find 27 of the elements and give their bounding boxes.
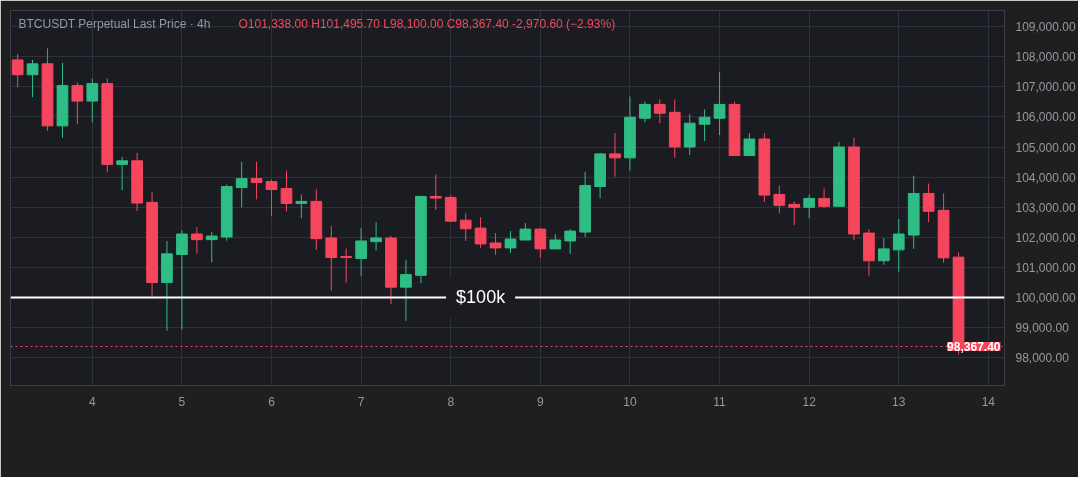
x-tick-label: 7 — [357, 394, 365, 409]
y-tick-label: 98,000.00 — [1015, 351, 1070, 366]
y-tick-label: 108,000.00 — [1015, 50, 1076, 65]
x-tick-label: 11 — [713, 394, 727, 409]
y-tick-label: 101,000.00 — [1015, 260, 1076, 275]
ref-line-label: $100k — [456, 287, 507, 308]
y-tick-label: 107,000.00 — [1015, 80, 1076, 95]
y-tick-label: 104,000.00 — [1015, 170, 1076, 185]
x-tick-label: 13 — [892, 394, 906, 409]
y-tick-label: 109,000.00 — [1015, 20, 1076, 35]
y-tick-label: 100,000.00 — [1015, 290, 1076, 305]
x-tick-label: 6 — [268, 394, 276, 409]
text: O101,338.00 H101,495.70 L98,100.00 C98,367.40 -2,970.60 (−2.93%) — [238, 16, 616, 31]
x-tick-label: 14 — [981, 394, 996, 409]
ref-line-label: 98,367.40 — [947, 339, 1001, 354]
x-tick-label: 8 — [447, 394, 455, 409]
x-tick-label: 4 — [88, 394, 96, 409]
x-tick-label: 12 — [802, 394, 817, 409]
x-tick-label: 10 — [623, 394, 637, 409]
y-tick-label: 106,000.00 — [1015, 110, 1076, 125]
y-tick-label: 105,000.00 — [1015, 140, 1076, 155]
x-tick-label: 9 — [537, 394, 544, 409]
y-tick-label: 103,000.00 — [1015, 200, 1076, 215]
text: BTCUSDT Perpetual Last Price · 4h — [18, 16, 211, 31]
y-tick-label: 99,000.00 — [1015, 320, 1070, 335]
x-tick-label: 5 — [178, 394, 186, 409]
y-tick-label: 102,000.00 — [1015, 230, 1076, 245]
